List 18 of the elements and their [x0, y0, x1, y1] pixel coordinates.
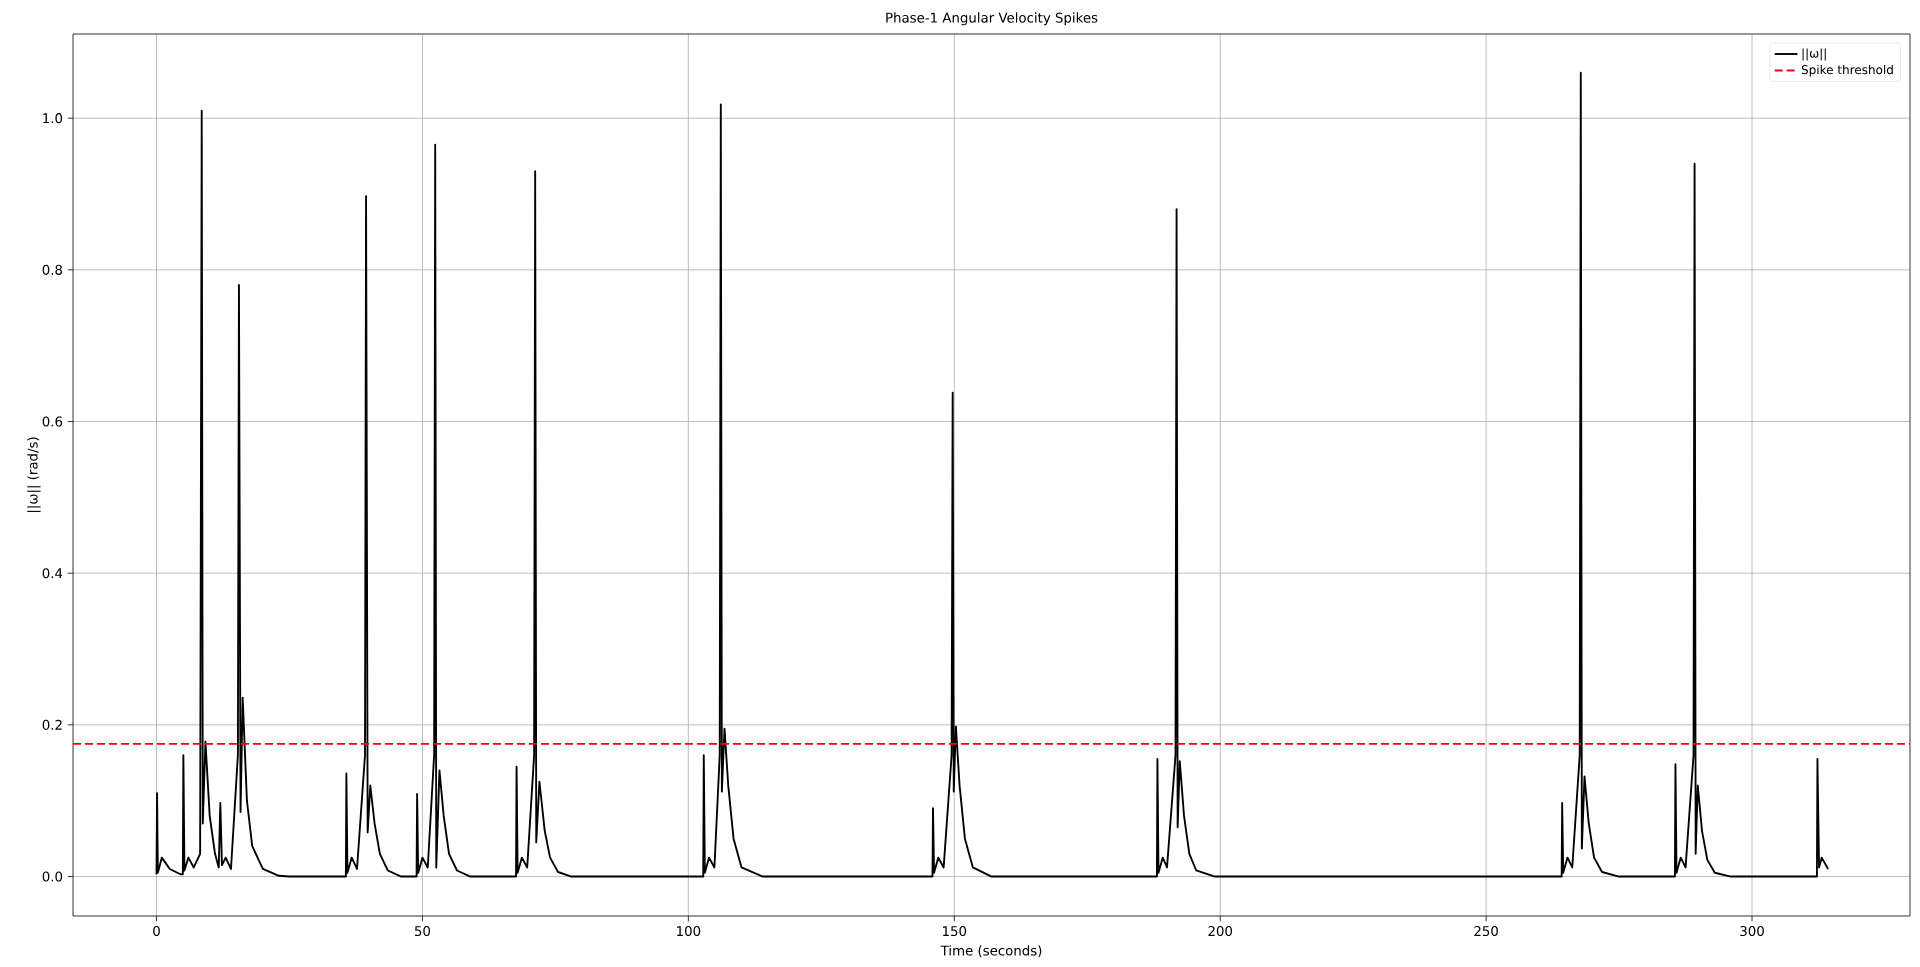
- x-tick-label: 100: [677, 926, 701, 937]
- x-tick-label: 50: [414, 926, 431, 937]
- y-tick-label: 0.6: [42, 416, 63, 427]
- x-tick-label: 200: [1208, 926, 1233, 937]
- x-tick-label: 250: [1474, 926, 1498, 937]
- x-tick-label: 150: [943, 926, 967, 937]
- x-tick-label: 300: [1740, 926, 1764, 937]
- legend-label: Spike threshold: [1801, 64, 1893, 77]
- y-axis-title: ||ω|| (rad/s): [27, 437, 41, 512]
- chart-title: Phase-1 Angular Velocity Spikes: [886, 12, 1098, 26]
- y-tick-label: 0.8: [42, 264, 63, 275]
- y-tick-label: 1.0: [43, 113, 63, 124]
- legend-label: ||ω||: [1802, 48, 1826, 61]
- y-tick-label: 0.4: [42, 568, 63, 579]
- x-tick-label: 0: [153, 926, 160, 937]
- y-tick-label: 0.0: [42, 871, 63, 882]
- y-tick-label: 0.2: [42, 719, 62, 730]
- x-axis-title: Time (seconds): [940, 945, 1042, 958]
